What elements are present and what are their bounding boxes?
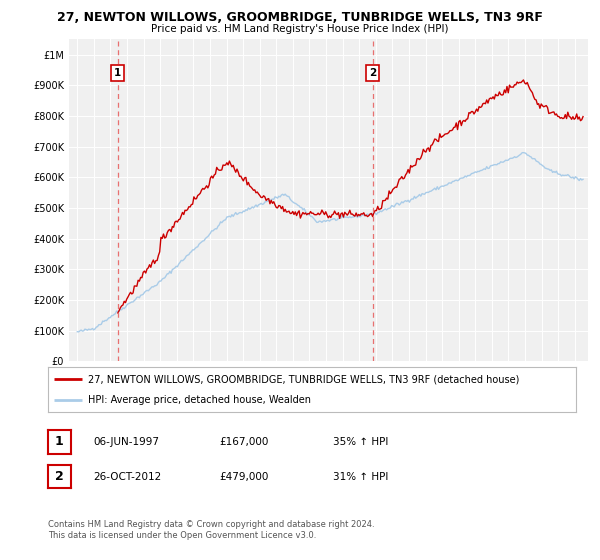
Text: 2: 2 xyxy=(55,470,64,483)
Text: 26-OCT-2012: 26-OCT-2012 xyxy=(93,472,161,482)
Text: HPI: Average price, detached house, Wealden: HPI: Average price, detached house, Weal… xyxy=(88,395,311,405)
Text: 27, NEWTON WILLOWS, GROOMBRIDGE, TUNBRIDGE WELLS, TN3 9RF: 27, NEWTON WILLOWS, GROOMBRIDGE, TUNBRID… xyxy=(57,11,543,24)
Text: 27, NEWTON WILLOWS, GROOMBRIDGE, TUNBRIDGE WELLS, TN3 9RF (detached house): 27, NEWTON WILLOWS, GROOMBRIDGE, TUNBRID… xyxy=(88,374,519,384)
Text: 31% ↑ HPI: 31% ↑ HPI xyxy=(333,472,388,482)
Text: 1: 1 xyxy=(114,68,121,78)
Text: Contains HM Land Registry data © Crown copyright and database right 2024.: Contains HM Land Registry data © Crown c… xyxy=(48,520,374,529)
Text: 06-JUN-1997: 06-JUN-1997 xyxy=(93,437,159,447)
Text: 35% ↑ HPI: 35% ↑ HPI xyxy=(333,437,388,447)
Text: 2: 2 xyxy=(369,68,376,78)
Text: 1: 1 xyxy=(55,435,64,449)
Text: £167,000: £167,000 xyxy=(219,437,268,447)
Text: This data is licensed under the Open Government Licence v3.0.: This data is licensed under the Open Gov… xyxy=(48,531,316,540)
Text: Price paid vs. HM Land Registry's House Price Index (HPI): Price paid vs. HM Land Registry's House … xyxy=(151,24,449,34)
Text: £479,000: £479,000 xyxy=(219,472,268,482)
